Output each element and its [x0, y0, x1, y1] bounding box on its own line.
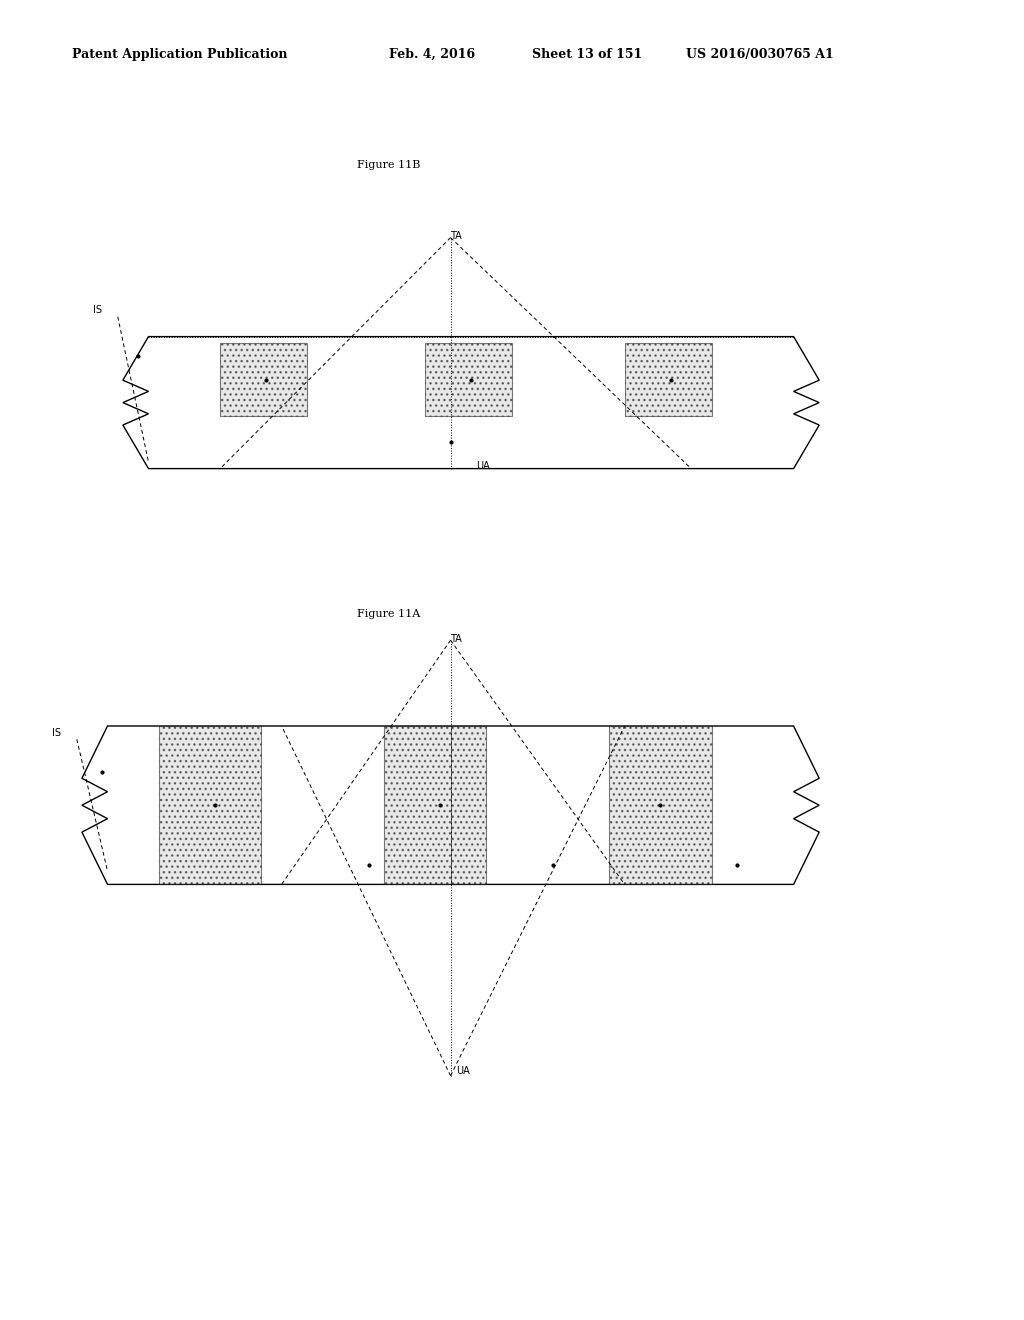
- Text: UA: UA: [456, 1065, 469, 1076]
- Bar: [159, 726, 261, 884]
- Text: TA: TA: [450, 634, 462, 644]
- Bar: [425, 343, 512, 416]
- Text: IS: IS: [52, 727, 61, 738]
- Text: IS: IS: [93, 305, 102, 315]
- Text: US 2016/0030765 A1: US 2016/0030765 A1: [686, 48, 834, 61]
- Bar: [384, 726, 486, 884]
- Text: Figure 11A: Figure 11A: [357, 609, 421, 619]
- Text: Sheet 13 of 151: Sheet 13 of 151: [532, 48, 643, 61]
- Text: Feb. 4, 2016: Feb. 4, 2016: [389, 48, 475, 61]
- Bar: [625, 343, 712, 416]
- Text: Figure 11B: Figure 11B: [357, 160, 421, 170]
- Text: UA: UA: [476, 461, 489, 471]
- Bar: [220, 343, 307, 416]
- Text: TA: TA: [450, 231, 462, 242]
- Bar: [609, 726, 712, 884]
- Text: Patent Application Publication: Patent Application Publication: [72, 48, 287, 61]
